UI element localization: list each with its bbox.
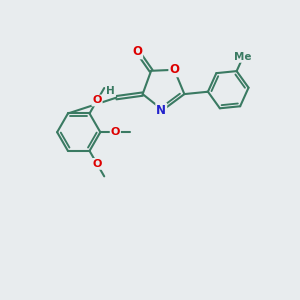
- Text: O: O: [132, 45, 142, 58]
- Text: N: N: [156, 103, 166, 117]
- Text: O: O: [111, 127, 120, 137]
- Text: O: O: [92, 95, 102, 106]
- Text: H: H: [106, 86, 115, 96]
- Text: O: O: [92, 159, 102, 169]
- Text: Me: Me: [234, 52, 252, 62]
- Text: O: O: [169, 63, 179, 76]
